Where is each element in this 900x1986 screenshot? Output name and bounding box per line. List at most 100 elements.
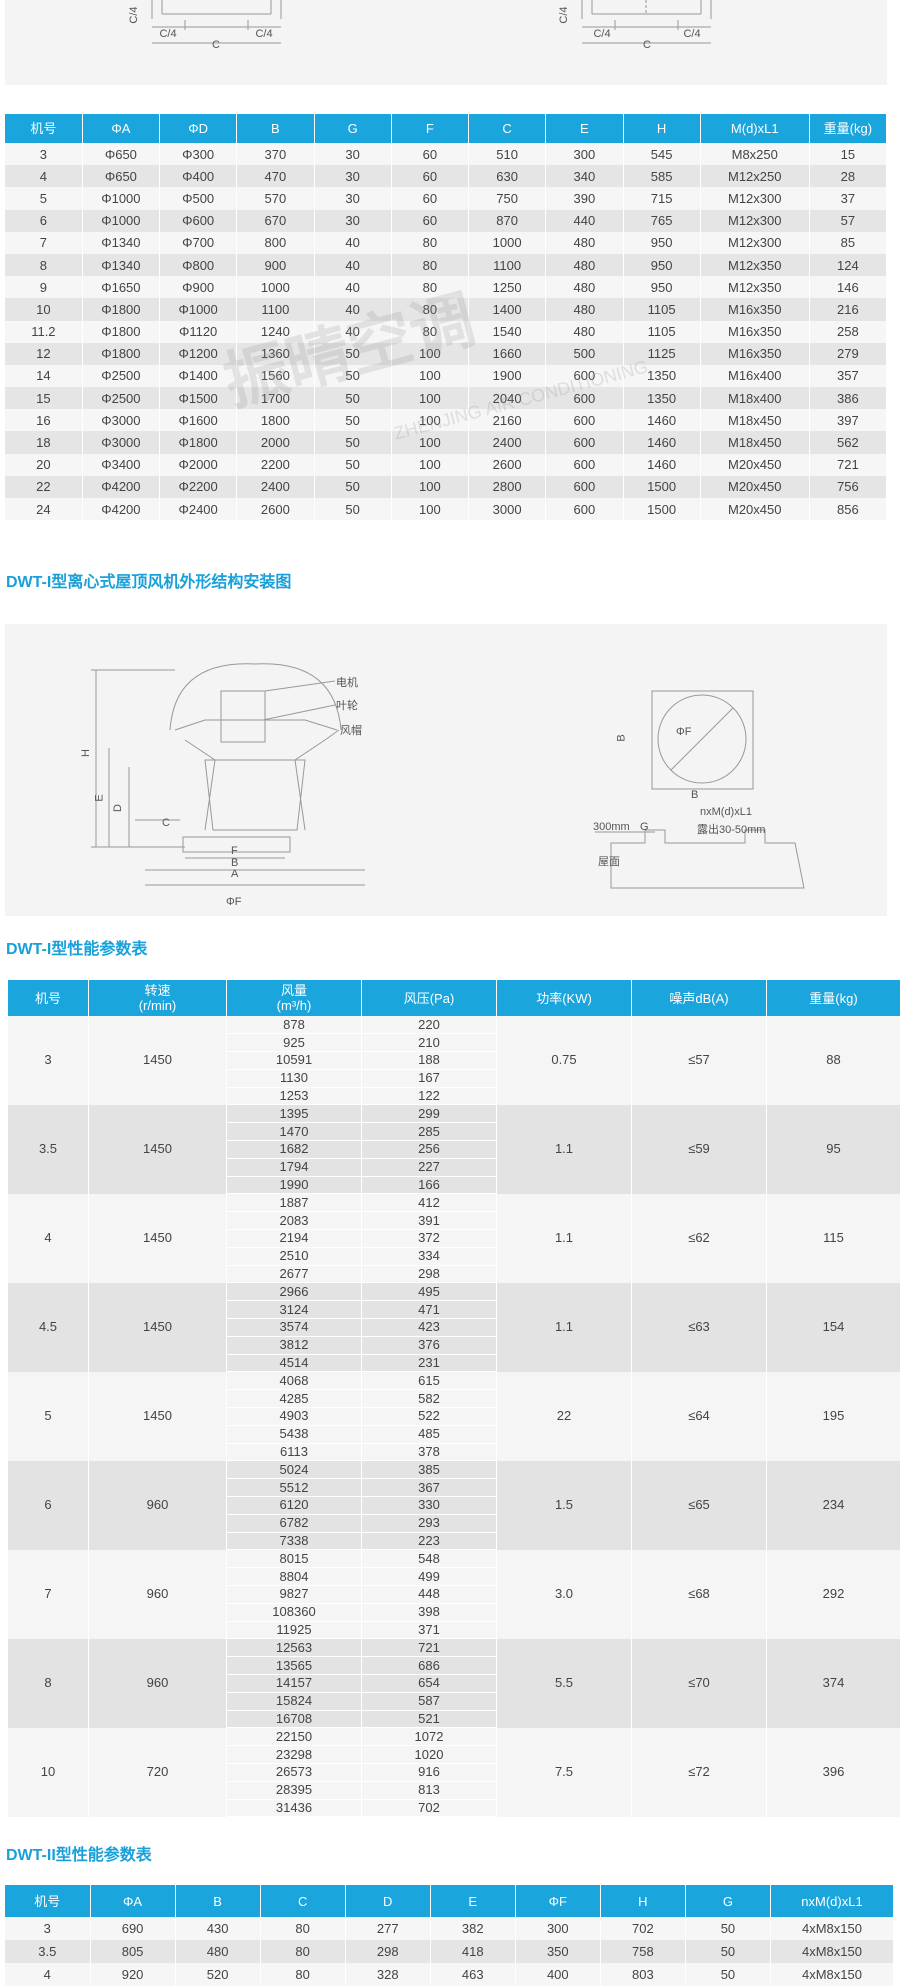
cell: 100 xyxy=(391,431,468,453)
cell: 22 xyxy=(497,1372,632,1461)
cell: 520 xyxy=(175,1963,260,1986)
cell: 12 xyxy=(5,343,82,365)
cell: 293 xyxy=(362,1514,497,1532)
cell: 256 xyxy=(362,1141,497,1159)
cell: 499 xyxy=(362,1568,497,1586)
cell: ≤57 xyxy=(632,1016,767,1105)
column-header: 风压(Pa) xyxy=(362,980,497,1016)
cell: 5024 xyxy=(227,1461,362,1479)
cell: 277 xyxy=(345,1917,430,1940)
cell: 391 xyxy=(362,1212,497,1230)
cell: 100 xyxy=(391,387,468,409)
cell: 702 xyxy=(600,1917,685,1940)
cell: 2160 xyxy=(469,409,546,431)
cell: 495 xyxy=(362,1283,497,1301)
cell: M18x400 xyxy=(700,387,809,409)
cell: 2040 xyxy=(469,387,546,409)
cell: 1900 xyxy=(469,365,546,387)
cell: 1020 xyxy=(362,1746,497,1764)
section-heading: DWT-II型性能参数表 xyxy=(6,1841,152,1865)
cell: 8804 xyxy=(227,1568,362,1586)
cell: 6 xyxy=(8,1461,89,1550)
cell: 600 xyxy=(546,409,623,431)
cell: 600 xyxy=(546,476,623,498)
cell: 15824 xyxy=(227,1692,362,1710)
cell: 4 xyxy=(5,1963,90,1986)
cell: 300 xyxy=(515,1917,600,1940)
cell: 9827 xyxy=(227,1586,362,1604)
cell: 26573 xyxy=(227,1763,362,1781)
cell: 1395 xyxy=(227,1105,362,1123)
column-header: 风量(m³/h) xyxy=(227,980,362,1016)
cell: 14157 xyxy=(227,1674,362,1692)
diagram-label: 屋面 xyxy=(598,853,620,869)
cell: 4 xyxy=(8,1194,89,1283)
performance-table-i: 机号转速(r/min)风量(m³/h)风压(Pa)功率(KW)噪声dB(A)重量… xyxy=(8,980,900,1817)
install-drawing xyxy=(0,0,882,292)
cell: 8 xyxy=(8,1639,89,1728)
cell: 386 xyxy=(809,387,886,409)
cell: 721 xyxy=(809,454,886,476)
cell: 548 xyxy=(362,1550,497,1568)
cell: 1800 xyxy=(237,409,314,431)
cell: 298 xyxy=(362,1265,497,1283)
cell: 2600 xyxy=(237,498,314,520)
cell: ≤68 xyxy=(632,1550,767,1639)
cell: 1560 xyxy=(237,365,314,387)
column-header: nxM(d)xL1 xyxy=(771,1885,894,1917)
cell: 878 xyxy=(227,1016,362,1034)
cell: 1990 xyxy=(227,1176,362,1194)
cell: Φ4200 xyxy=(82,476,159,498)
cell: 292 xyxy=(767,1550,900,1639)
diagram-label: E xyxy=(94,794,106,801)
header-line: (m³/h) xyxy=(227,998,361,1013)
cell: 374 xyxy=(767,1639,900,1728)
cell: 2600 xyxy=(469,454,546,476)
cell: 1500 xyxy=(623,498,700,520)
cell: 430 xyxy=(175,1917,260,1940)
cell: 328 xyxy=(345,1963,430,1986)
cell: 1100 xyxy=(237,298,314,320)
cell: 2510 xyxy=(227,1247,362,1265)
cell: 227 xyxy=(362,1158,497,1176)
cell: 600 xyxy=(546,431,623,453)
cell: 372 xyxy=(362,1230,497,1248)
cell: 16 xyxy=(5,409,82,431)
cell: 600 xyxy=(546,498,623,520)
header-line: 转速 xyxy=(89,983,226,998)
column-header: 重量(kg) xyxy=(767,980,900,1016)
cell: 95 xyxy=(767,1105,900,1194)
cell: 582 xyxy=(362,1390,497,1408)
cell: 925 xyxy=(227,1034,362,1052)
cell: 50 xyxy=(314,365,391,387)
diagram-label: ΦF xyxy=(676,726,692,738)
cell: 4xM8x150 xyxy=(771,1963,894,1986)
cell: 376 xyxy=(362,1336,497,1354)
cell: Φ1800 xyxy=(82,321,159,343)
cell: 108360 xyxy=(227,1603,362,1621)
cell: 920 xyxy=(90,1963,175,1986)
cell: 6120 xyxy=(227,1497,362,1515)
cell: 279 xyxy=(809,343,886,365)
cell: 40 xyxy=(314,298,391,320)
diagram-label: H xyxy=(80,749,92,757)
cell: 6782 xyxy=(227,1514,362,1532)
cell: 3.5 xyxy=(8,1105,89,1194)
cell: 1700 xyxy=(237,387,314,409)
cell: Φ1120 xyxy=(160,321,237,343)
cell: 378 xyxy=(362,1443,497,1461)
header-line: 风量 xyxy=(227,983,361,998)
cell: M16x350 xyxy=(700,298,809,320)
cell: 600 xyxy=(546,365,623,387)
cell: 702 xyxy=(362,1799,497,1817)
